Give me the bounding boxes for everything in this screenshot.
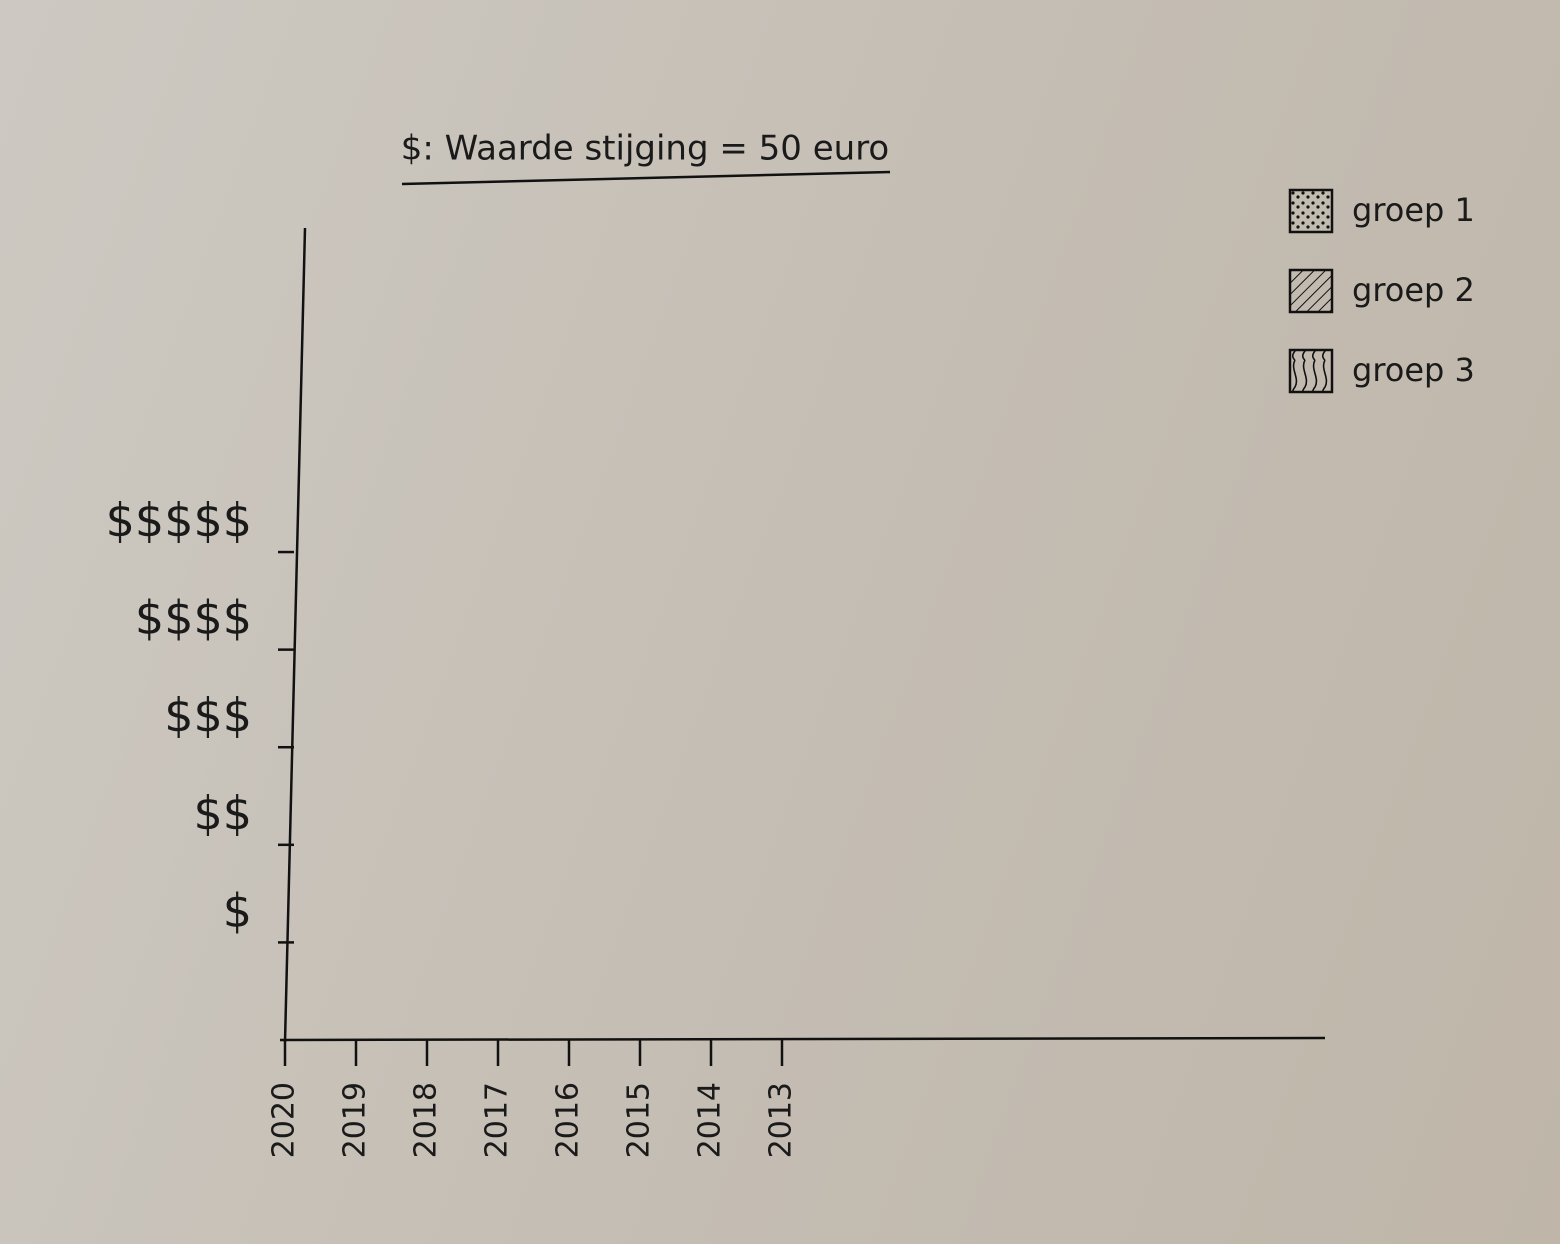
y-axis [283, 227, 307, 1043]
x-tick-label: 2016 [551, 1082, 586, 1158]
legend-label: groep 1 [1352, 191, 1475, 229]
legend-label: groep 2 [1352, 271, 1475, 309]
title-underline [401, 170, 891, 186]
x-tick-label: 2017 [480, 1082, 515, 1158]
y-tick-label: $$$ [164, 689, 252, 743]
chart-title: $: Waarde stijging = 50 euro [401, 129, 889, 169]
y-tick-label: $$ [193, 786, 252, 840]
y-tick-label: $ [223, 884, 252, 938]
x-tick-label: 2018 [409, 1082, 444, 1158]
x-tick-label: 2013 [764, 1082, 799, 1158]
legend-label: groep 3 [1352, 351, 1475, 389]
y-tick-label: $$$$ [135, 591, 252, 645]
y-tick-label: $$$$$ [106, 494, 252, 548]
legend-swatch [1288, 348, 1334, 394]
legend-swatch [1288, 268, 1334, 314]
x-tick-label: 2020 [267, 1082, 302, 1158]
x-axis [279, 1036, 1326, 1042]
legend-swatch [1288, 188, 1334, 234]
x-tick-label: 2014 [693, 1082, 728, 1158]
x-tick-label: 2015 [622, 1082, 657, 1158]
x-tick-label: 2019 [338, 1082, 373, 1158]
